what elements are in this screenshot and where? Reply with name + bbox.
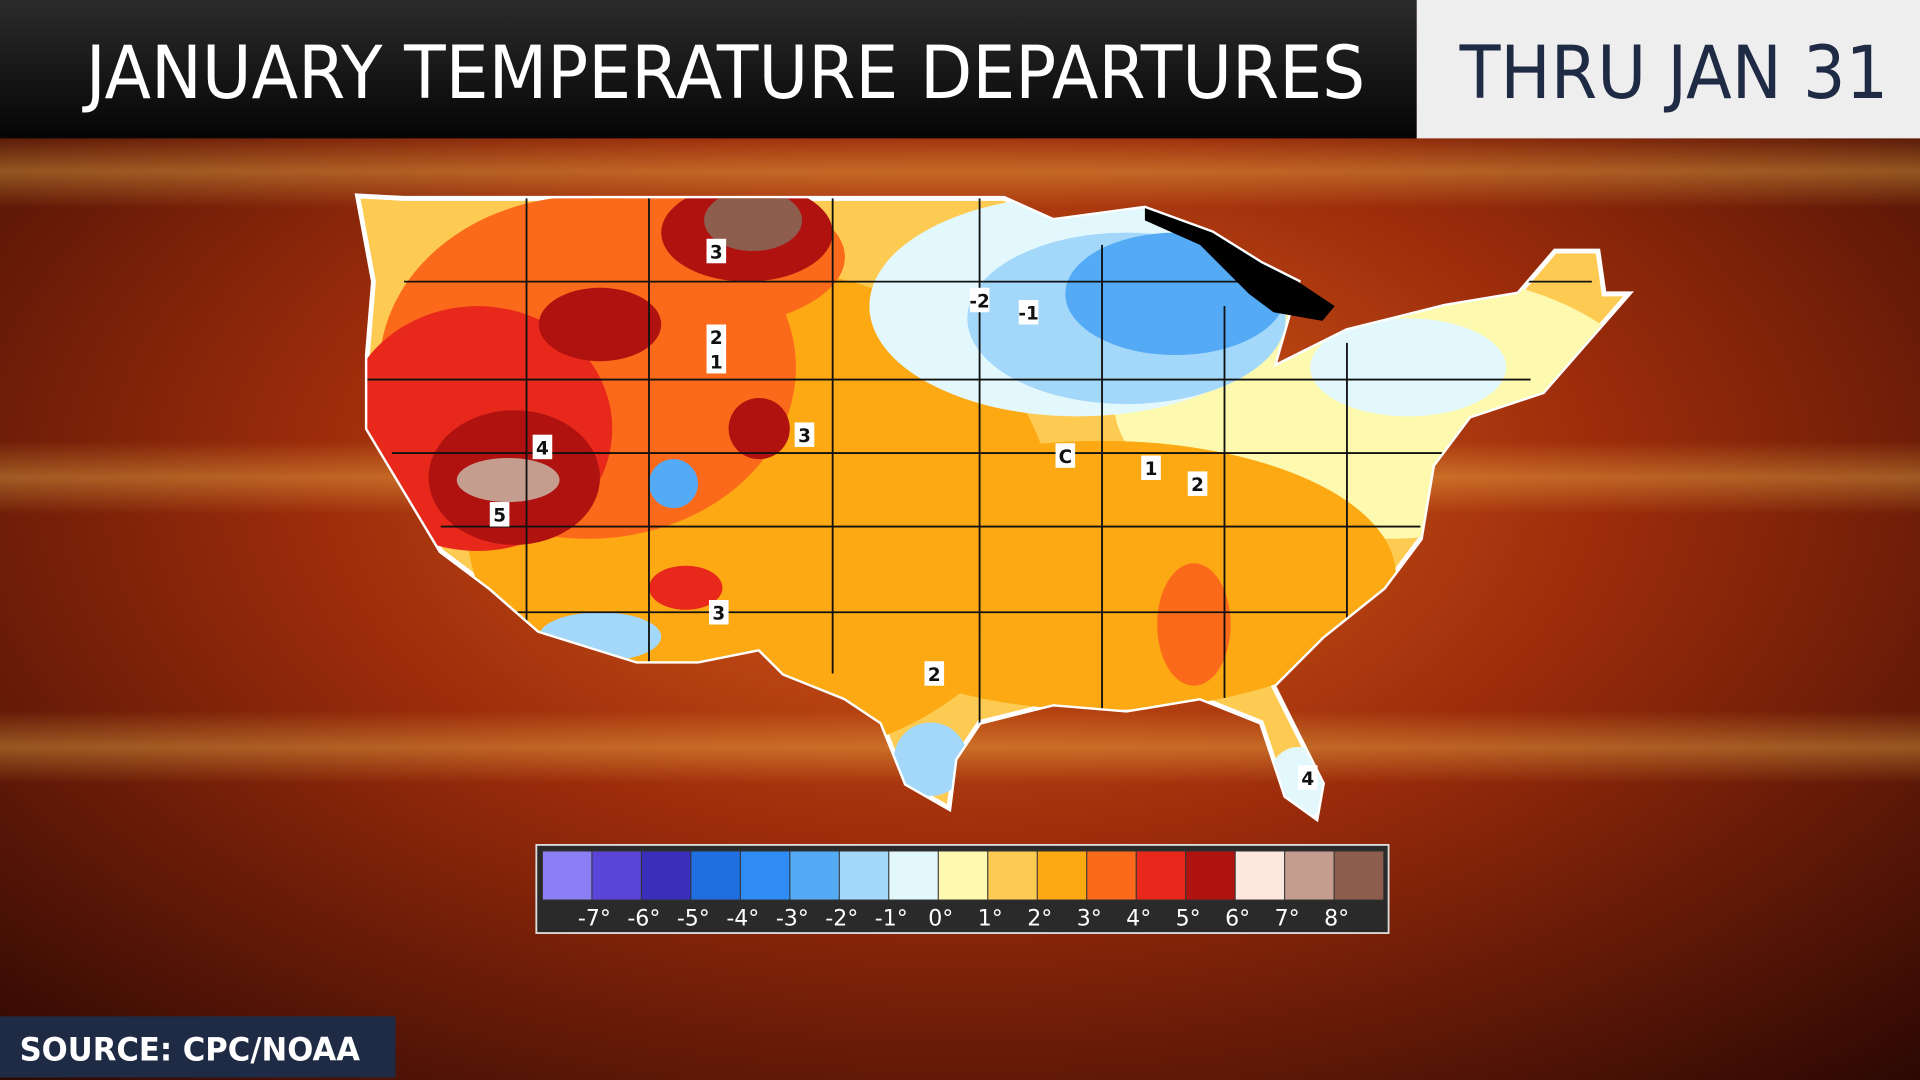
contour-label: 5 [493, 506, 506, 527]
legend-label: 4° [1126, 907, 1151, 932]
legend-label: -1° [875, 907, 908, 932]
legend-swatch [1036, 850, 1088, 901]
legend-swatch [1185, 850, 1236, 901]
date-box [1416, 0, 1920, 139]
contour-label-box [794, 422, 815, 447]
contour-label-box [708, 600, 729, 625]
legend-swatch [1333, 850, 1385, 901]
contour-label: -2 [969, 291, 989, 312]
contour-label-box [1141, 455, 1161, 480]
legend-label: -5° [677, 907, 710, 932]
source-box [0, 1016, 396, 1078]
contour-label: 2 [710, 328, 723, 349]
legend-label: -7° [578, 907, 611, 932]
contour-label-box [924, 661, 945, 686]
legend-label: -3° [776, 907, 809, 932]
title: JANUARY TEMPERATURE DEPARTURES [82, 31, 1365, 116]
legend-swatch [591, 850, 642, 901]
legend-label: -4° [726, 907, 759, 932]
legend-swatch [1135, 850, 1187, 901]
legend: -7° -6° -5° -4° -3° -2° -1° 0° 1° 2° 3° 4° 5° 6° 7° 8° [541, 850, 1385, 932]
great-lakes [1144, 208, 1335, 321]
legend-swatch [739, 850, 791, 901]
legend-label: -6° [627, 907, 660, 932]
contour-label: 4 [536, 438, 549, 459]
legend-swatch [987, 850, 1038, 901]
state-lines [367, 195, 1592, 735]
contour-label: -1 [1018, 304, 1038, 325]
contour-label: 3 [710, 242, 723, 263]
contour-label-box [706, 238, 727, 264]
contour-label-box [1018, 300, 1039, 325]
contour-label: 1 [710, 353, 723, 374]
header-bar [0, 0, 1417, 139]
contour-label-box [1055, 443, 1076, 468]
contour-label-box [706, 348, 727, 374]
source: SOURCE: CPC/NOAA [20, 1030, 361, 1068]
contour-label: 3 [798, 426, 811, 447]
contour-label: 3 [712, 604, 725, 625]
legend-label: 3° [1077, 907, 1102, 932]
legend-label: 5° [1176, 907, 1201, 932]
legend-swatch [640, 850, 692, 901]
contour-labels: 3 2 1 -2 -1 4 5 3 3 C 1 2 2 4 [489, 238, 1318, 790]
legend-label: 8° [1324, 907, 1349, 932]
contour-label: 4 [1301, 769, 1314, 790]
legend-swatch [1234, 850, 1286, 901]
legend-swatch [888, 850, 939, 901]
legend-label: 2° [1027, 907, 1052, 932]
legend-swatch [838, 850, 890, 901]
contour-label: 2 [1191, 475, 1204, 496]
legend-label: 1° [978, 907, 1003, 932]
legend-swatch [690, 850, 741, 901]
contour-label-box [1187, 471, 1208, 496]
us-map [354, 193, 1634, 823]
legend-swatch [1086, 850, 1137, 901]
contour-label: 2 [928, 665, 941, 686]
contour-label-box [969, 287, 990, 313]
contour-label-box [706, 324, 727, 349]
contour-label: 1 [1145, 459, 1158, 480]
contour-label-box [489, 502, 510, 527]
contour-label-box [1297, 765, 1318, 790]
legend-swatch [541, 850, 593, 901]
legend-swatch [789, 850, 840, 901]
legend-swatch [937, 850, 989, 901]
legend-swatch [1284, 850, 1335, 901]
legend-label: 0° [928, 907, 953, 932]
contour-label-box [532, 434, 553, 460]
date: THRU JAN 31 [1459, 31, 1888, 116]
contour-label: C [1059, 447, 1072, 468]
legend-label: 7° [1275, 907, 1300, 932]
legend-label: -2° [825, 907, 858, 932]
legend-label: 6° [1225, 907, 1250, 932]
